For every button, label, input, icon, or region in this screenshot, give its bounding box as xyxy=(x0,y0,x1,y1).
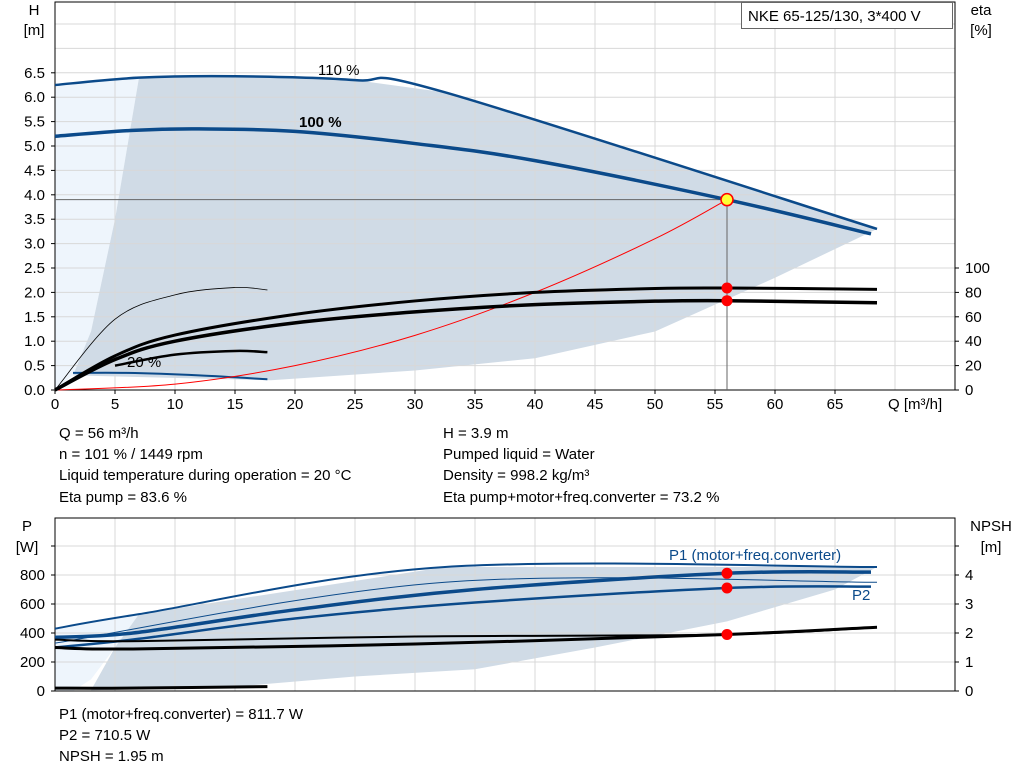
x-tick-label: 55 xyxy=(707,396,724,413)
p1-max-curve xyxy=(54,562,878,630)
curve-110 xyxy=(54,74,878,231)
y-axis-unit: [W] xyxy=(16,539,39,556)
y-axis-unit: [m] xyxy=(24,22,45,39)
y2-axis-unit: [m] xyxy=(981,539,1002,556)
info-eta-pump: Eta pump = 83.6 % xyxy=(59,489,187,506)
x-tick-label: 30 xyxy=(407,396,424,413)
info-temperature: Liquid temperature during operation = 20… xyxy=(59,467,352,484)
chart-title: NKE 65-125/130, 3*400 V xyxy=(741,2,953,29)
y-tick-label: 0.0 xyxy=(24,382,45,399)
label-p1: P1 (motor+freq.converter) xyxy=(669,547,841,564)
label-20: 20 % xyxy=(127,354,161,371)
p2-max-curve xyxy=(54,577,878,644)
y2-tick-label: 100 xyxy=(965,260,990,277)
y-tick-label: 800 xyxy=(20,567,45,584)
x-tick-label: 20 xyxy=(287,396,304,413)
x-axis-label: Q [m³/h] xyxy=(888,396,942,413)
y2-tick-label: 60 xyxy=(965,309,982,326)
p1-point xyxy=(721,567,733,579)
x-tick-label: 35 xyxy=(467,396,484,413)
y-tick-label: 2.5 xyxy=(24,260,45,277)
eta-pump-curve xyxy=(54,286,878,392)
label-100: 100 % xyxy=(299,114,342,131)
eta-total-point xyxy=(721,295,733,307)
y2-tick-label: 0 xyxy=(965,382,973,399)
y2-tick-label: 20 xyxy=(965,358,982,375)
y-tick-label: 6.0 xyxy=(24,89,45,106)
info-speed: n = 101 % / 1449 rpm xyxy=(59,446,203,463)
x-tick-label: 60 xyxy=(767,396,784,413)
y-tick-label: 3.0 xyxy=(24,236,45,253)
p2-curve xyxy=(54,585,872,649)
info-q: Q = 56 m³/h xyxy=(59,425,139,442)
y2-tick-label: 4 xyxy=(965,567,973,584)
y-tick-label: 400 xyxy=(20,625,45,642)
eta-pump-point xyxy=(721,282,733,294)
x-tick-label: 25 xyxy=(347,396,364,413)
info-p1: P1 (motor+freq.converter) = 811.7 W xyxy=(59,706,303,723)
x-tick-label: 0 xyxy=(51,396,59,413)
y-tick-label: 5.5 xyxy=(24,114,45,131)
label-110: 110 % xyxy=(318,62,359,79)
label-p2: P2 xyxy=(852,587,870,604)
y2-tick-label: 2 xyxy=(965,625,973,642)
y-axis-label: H xyxy=(29,2,40,19)
light-area xyxy=(55,77,139,391)
curve-20 xyxy=(72,371,268,381)
y2-tick-label: 0 xyxy=(965,683,973,700)
y2-tick-label: 80 xyxy=(965,284,982,301)
y2-axis-label: eta xyxy=(971,2,993,19)
info-npsh: NPSH = 1.95 m xyxy=(59,748,164,765)
info-eta-total: Eta pump+motor+freq.converter = 73.2 % xyxy=(443,489,720,506)
info-liquid: Pumped liquid = Water xyxy=(443,446,595,463)
y2-axis-label: NPSH xyxy=(970,518,1012,535)
x-tick-label: 10 xyxy=(167,396,184,413)
duty-point xyxy=(720,192,734,207)
y-tick-label: 600 xyxy=(20,596,45,613)
operating-area-power xyxy=(91,567,877,691)
y-tick-label: 4.5 xyxy=(24,162,45,179)
y-tick-label: 6.5 xyxy=(24,65,45,82)
y2-tick-label: 40 xyxy=(965,333,982,350)
eta-min-curve xyxy=(114,349,268,367)
npsh-curve xyxy=(54,625,878,651)
eta-total-curve xyxy=(54,298,878,392)
npsh-min-curve xyxy=(54,685,268,690)
y2-tick-label: 3 xyxy=(965,596,973,613)
y-tick-label: 0 xyxy=(37,683,45,700)
info-p2: P2 = 710.5 W xyxy=(59,727,151,744)
eta-small-curve xyxy=(54,286,268,391)
y-tick-label: 4.0 xyxy=(24,187,45,204)
y-tick-label: 2.0 xyxy=(24,284,45,301)
npsh-point xyxy=(721,628,733,640)
y-tick-label: 1.5 xyxy=(24,309,45,326)
system-curve xyxy=(54,199,728,391)
y-tick-label: 3.5 xyxy=(24,211,45,228)
y2-axis-unit: [%] xyxy=(970,22,992,39)
x-tick-label: 15 xyxy=(227,396,244,413)
y-tick-label: 1.0 xyxy=(24,333,45,350)
x-tick-label: 65 xyxy=(827,396,844,413)
y2-tick-label: 1 xyxy=(965,654,973,671)
p2-point xyxy=(721,582,733,594)
plot-frame xyxy=(54,1,956,391)
info-h: H = 3.9 m xyxy=(443,425,509,442)
x-tick-label: 45 xyxy=(587,396,604,413)
x-tick-label: 40 xyxy=(527,396,544,413)
x-tick-label: 5 xyxy=(111,396,119,413)
y-axis-label: P xyxy=(22,518,32,535)
y-tick-label: 5.0 xyxy=(24,138,45,155)
y-tick-label: 200 xyxy=(20,654,45,671)
p1-curve xyxy=(54,569,872,640)
x-tick-label: 50 xyxy=(647,396,664,413)
info-density: Density = 998.2 kg/m³ xyxy=(443,467,590,484)
y-tick-label: 0.5 xyxy=(24,358,45,375)
